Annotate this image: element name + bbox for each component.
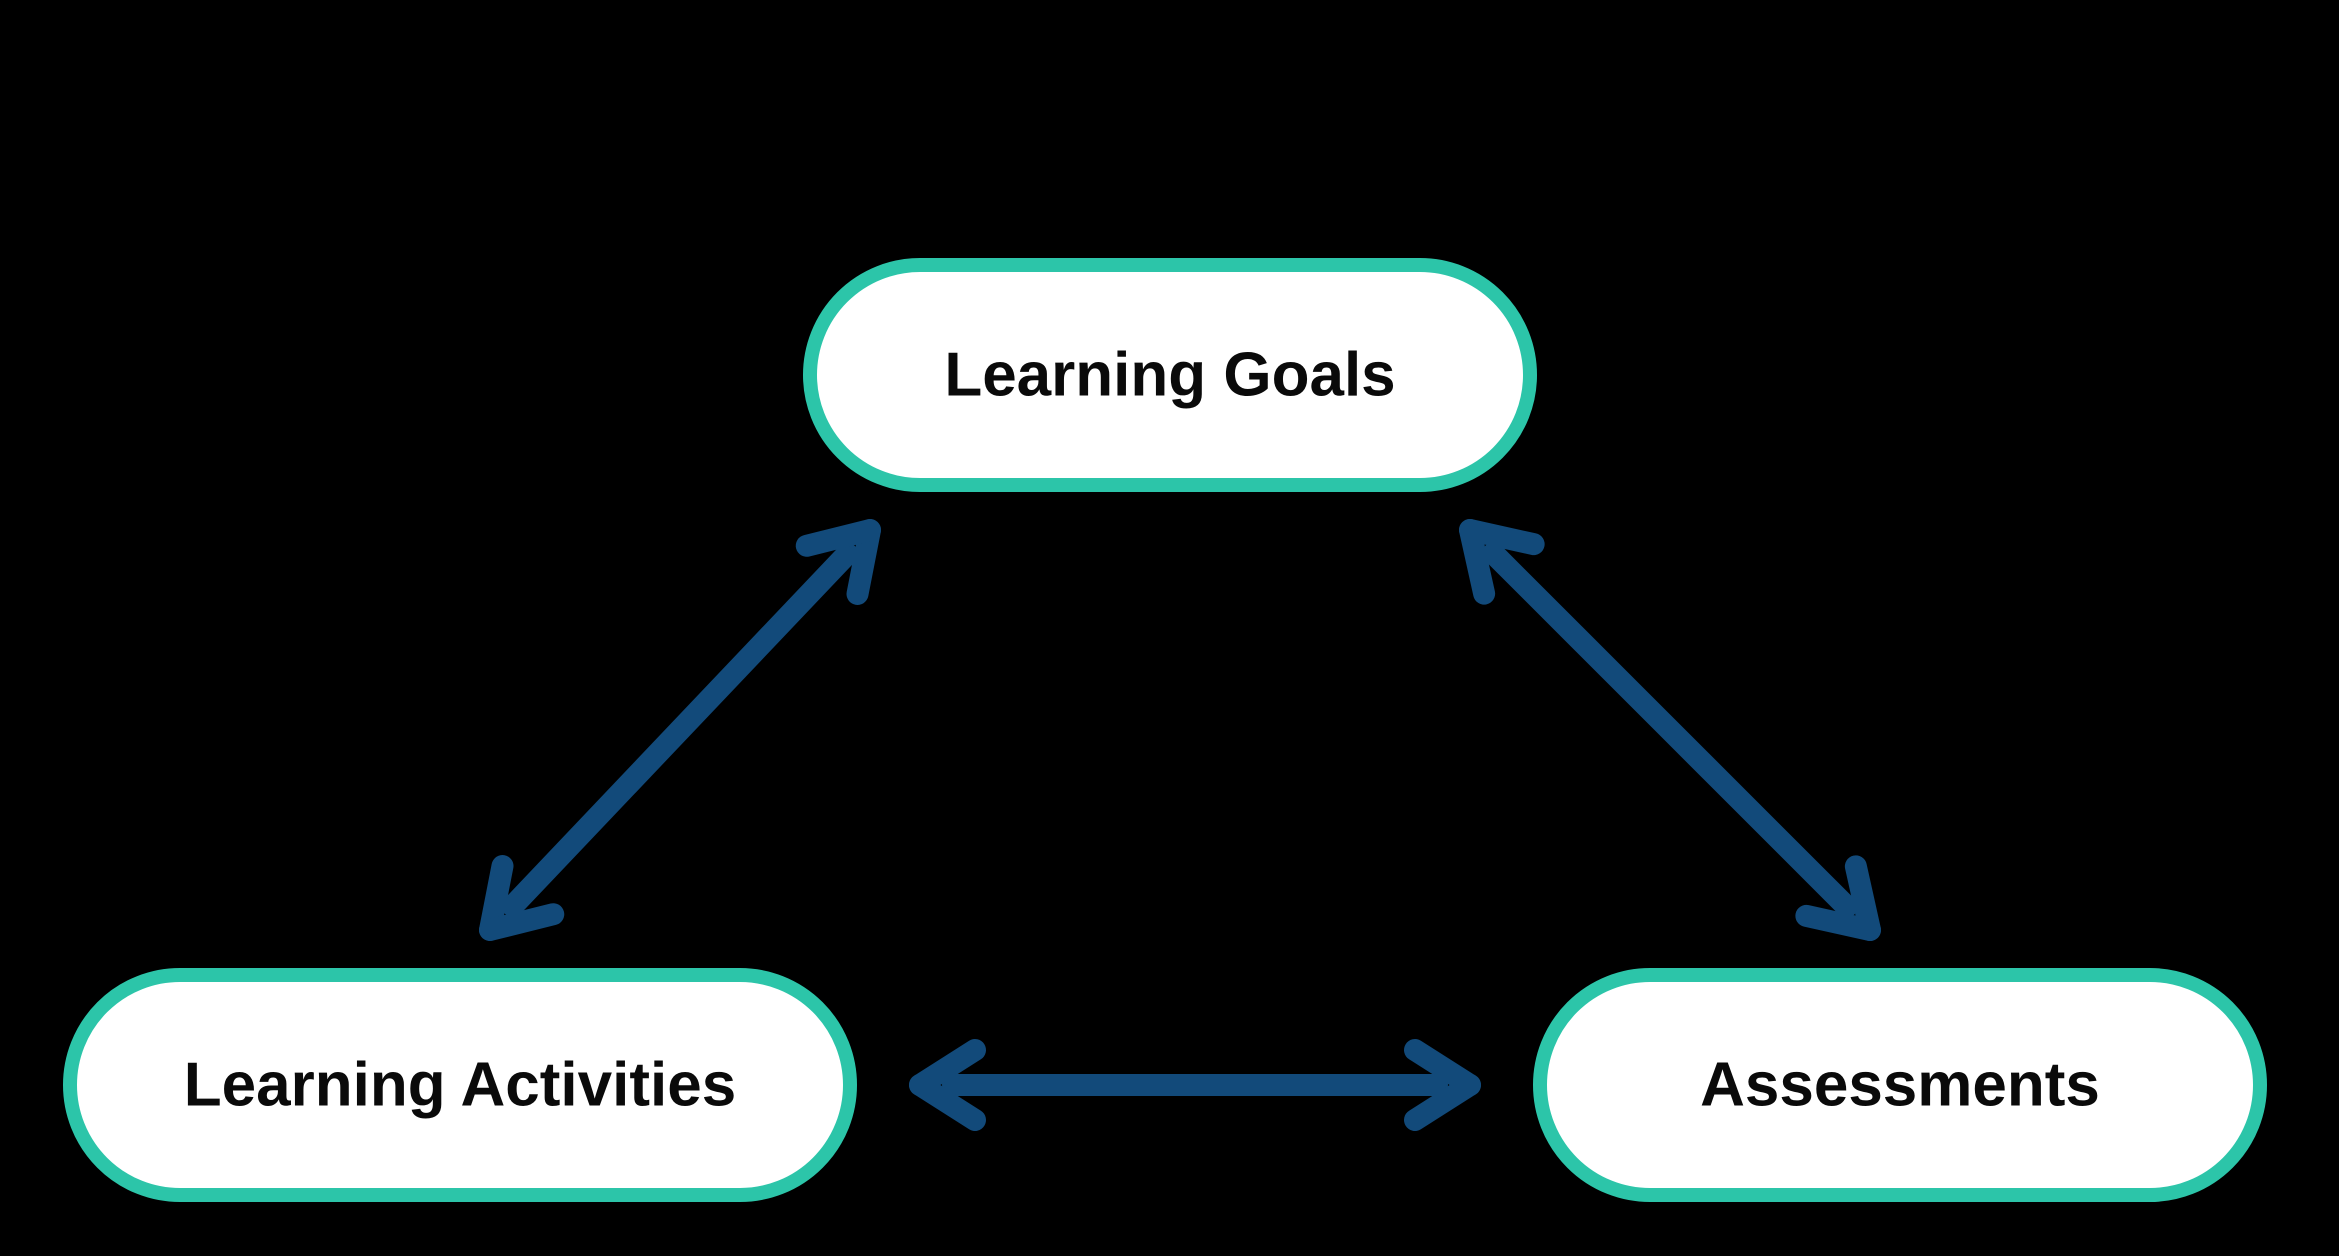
node-activities-label: Learning Activities — [184, 1050, 736, 1119]
node-activities: Learning Activities — [70, 975, 850, 1195]
edge-goals-assess — [1470, 530, 1870, 930]
node-assess: Assessments — [1540, 975, 2260, 1195]
edge-goals-activities — [490, 530, 870, 930]
node-goals-label: Learning Goals — [944, 340, 1395, 409]
node-goals: Learning Goals — [810, 265, 1530, 485]
node-assess-label: Assessments — [1700, 1050, 2100, 1119]
edge-activities-assess — [920, 1050, 1470, 1120]
